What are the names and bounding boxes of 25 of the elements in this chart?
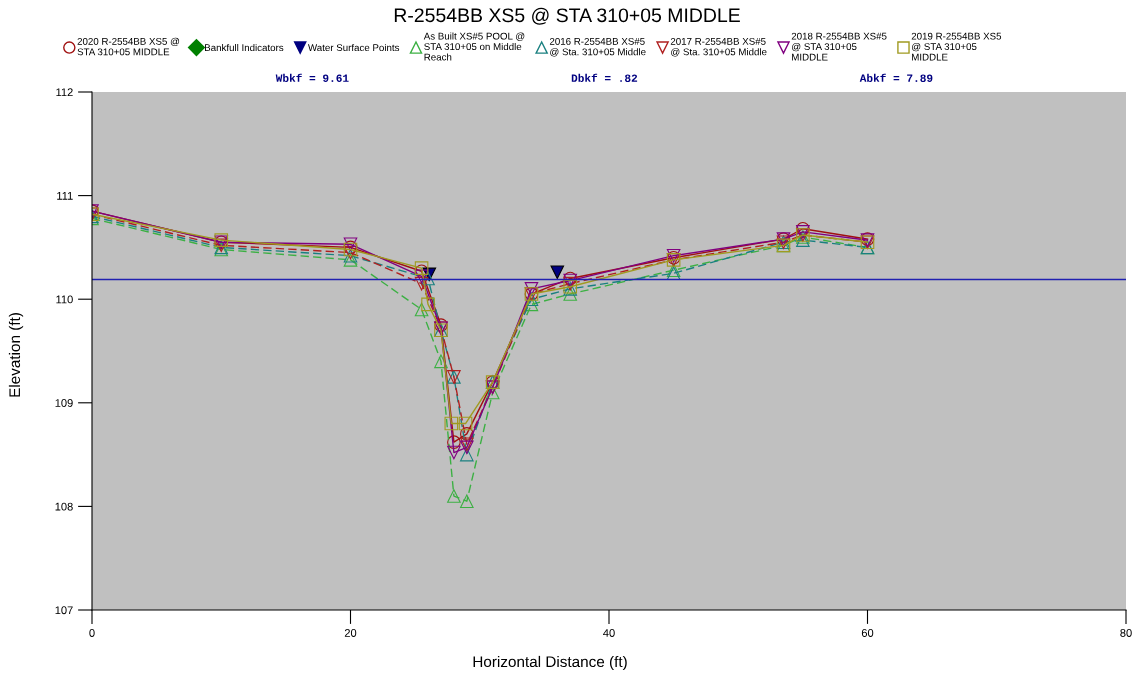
x-tick-label: 60 <box>861 629 874 637</box>
legend-label: 2016 R-2554BB XS#5 @ Sta. 310+05 Middle <box>549 37 646 57</box>
legend-label: Bankfull Indicators <box>205 43 284 52</box>
x-tick-label: 80 <box>1120 629 1132 637</box>
y-tick-label: 110 <box>56 295 73 304</box>
x-tick-label: 0 <box>89 629 95 637</box>
y-tick-label: 107 <box>55 606 73 615</box>
text: Wbkf = 9.61 <box>275 73 349 82</box>
legend-label: 2018 R-2554BB XS#5 @ STA 310+05 MIDDLE <box>791 32 887 61</box>
chart-title: R-2554BB XS5 @ STA 310+05 MIDDLE <box>394 7 740 25</box>
y-tick-label: 112 <box>56 88 73 97</box>
legend-label: As Built XS#5 POOL @ STA 310+05 on Middle Reach <box>423 32 525 61</box>
legend-label: Water Surface Points <box>308 43 400 52</box>
legend-label: 2020 R-2554BB XS5 @ STA 310+05 MIDDLE <box>77 37 180 56</box>
x-tick-label: 20 <box>344 629 357 637</box>
text: Dbkf = .82 <box>571 73 638 82</box>
y-tick-label: 109 <box>55 399 73 407</box>
y-axis-title: Elevation (ft) <box>8 313 24 397</box>
legend-label: 2019 R-2554BB XS5 @ STA 310+05 MIDDLE <box>911 32 1002 61</box>
y-tick-label: 111 <box>57 191 73 200</box>
x-axis-title: Horizontal Distance (ft) <box>473 655 627 671</box>
legend-label: 2017 R-2554BB XS#5 @ Sta. 310+05 Middle <box>670 37 767 57</box>
x-tick-label: 40 <box>603 629 615 637</box>
y-tick-label: 108 <box>55 502 73 511</box>
text: Abkf = 7.89 <box>859 73 933 82</box>
